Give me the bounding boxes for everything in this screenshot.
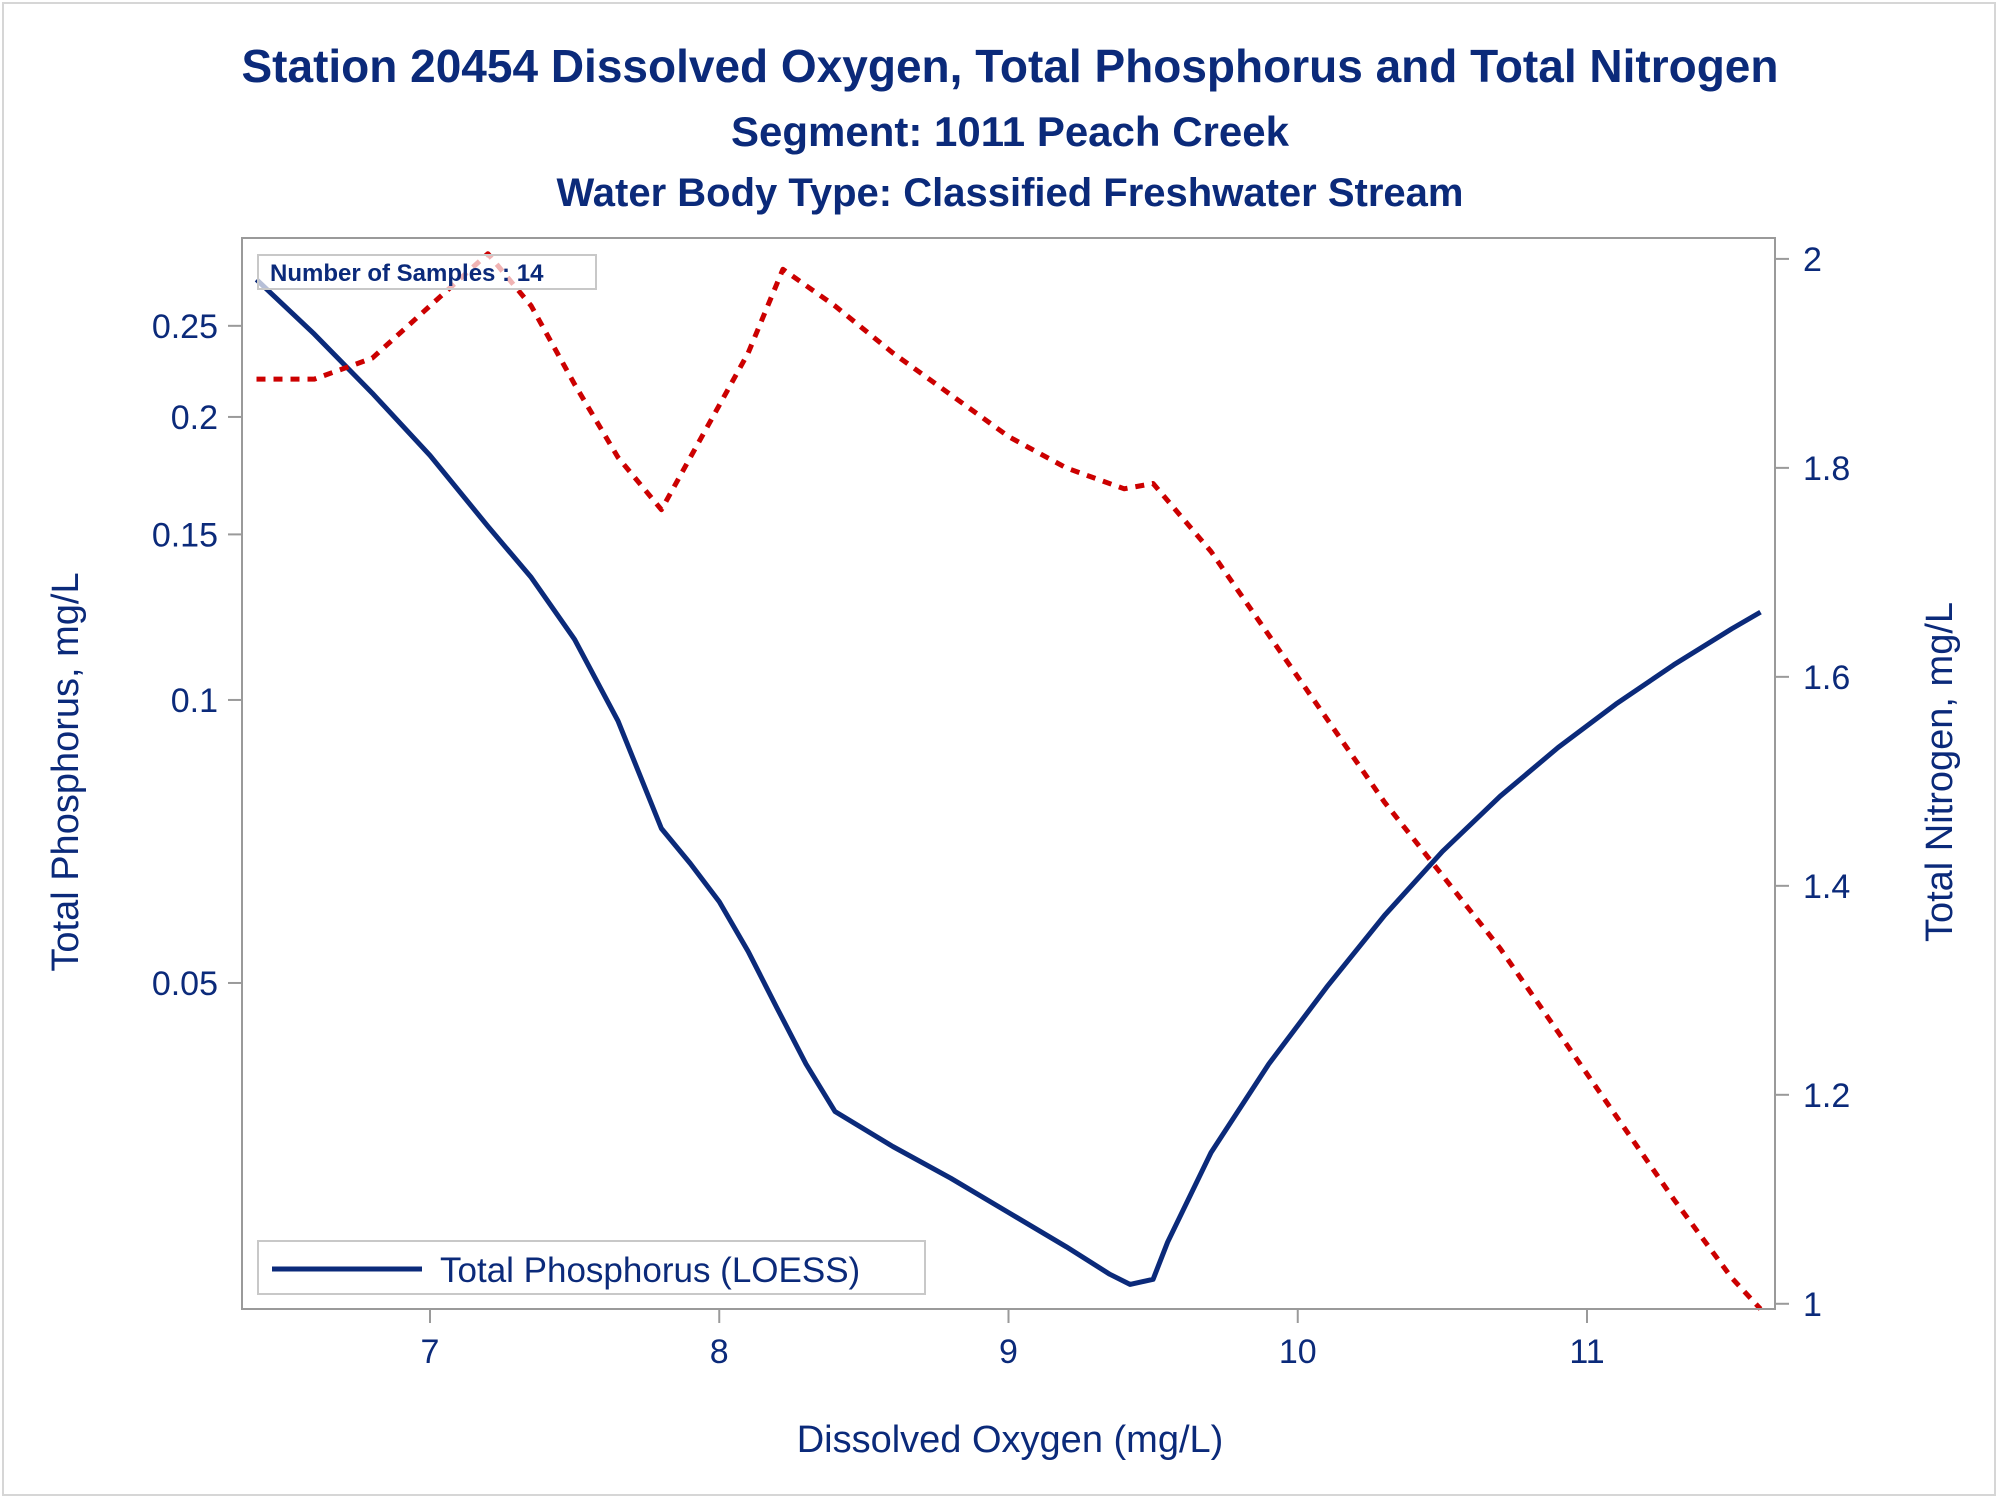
- x-tick-label: 9: [999, 1333, 1018, 1371]
- y-left-tick-label: 0.1: [171, 682, 218, 720]
- y-left-tick-label: 0.05: [152, 965, 218, 1003]
- samples-annotation-box: [257, 254, 597, 290]
- legend-box: [257, 1240, 926, 1295]
- y-left-tick-label: 0.2: [171, 399, 218, 437]
- legend-label-total-phosphorus: Total Phosphorus (LOESS): [440, 1251, 860, 1290]
- legend: Total Phosphorus (LOESS): [257, 1240, 926, 1295]
- y-left-tick-label: 0.15: [152, 516, 218, 554]
- y-right-tick-label: 1.2: [1803, 1077, 1850, 1115]
- y-right-tick-label: 1.8: [1803, 450, 1850, 488]
- x-tick-label: 7: [421, 1333, 440, 1371]
- x-tick-label: 10: [1279, 1333, 1317, 1371]
- chart-subtitle-water-body: Water Body Type: Classified Freshwater S…: [557, 171, 1464, 215]
- plot-area-border: [241, 237, 1776, 1310]
- samples-annotation: Number of Samples : 14: [257, 254, 597, 290]
- y-right-tick-label: 1.6: [1803, 659, 1850, 697]
- chart-title: Station 20454 Dissolved Oxygen, Total Ph…: [241, 40, 1778, 92]
- y-left-tick-label: 0.25: [152, 308, 218, 346]
- samples-annotation-text: Number of Samples : 14: [270, 260, 544, 287]
- x-axis-label: Dissolved Oxygen (mg/L): [797, 1419, 1224, 1461]
- y-axis-label-left: Total Phosphorus, mg/L: [45, 572, 87, 971]
- x-tick-label: 8: [710, 1333, 729, 1371]
- x-tick-label: 11: [1569, 1333, 1604, 1371]
- y-axis-label-right: Total Nitrogen, mg/L: [1919, 602, 1961, 942]
- series-line-total-nitrogen: [256, 251, 1763, 1311]
- series-line-total-phosphorus: [254, 277, 1762, 1287]
- y-right-tick-label: 1: [1803, 1286, 1822, 1324]
- y-right-tick-label: 1.4: [1803, 868, 1850, 906]
- y-right-tick-label: 2: [1803, 241, 1822, 279]
- chart-subtitle: Segment: 1011 Peach Creek: [731, 108, 1290, 155]
